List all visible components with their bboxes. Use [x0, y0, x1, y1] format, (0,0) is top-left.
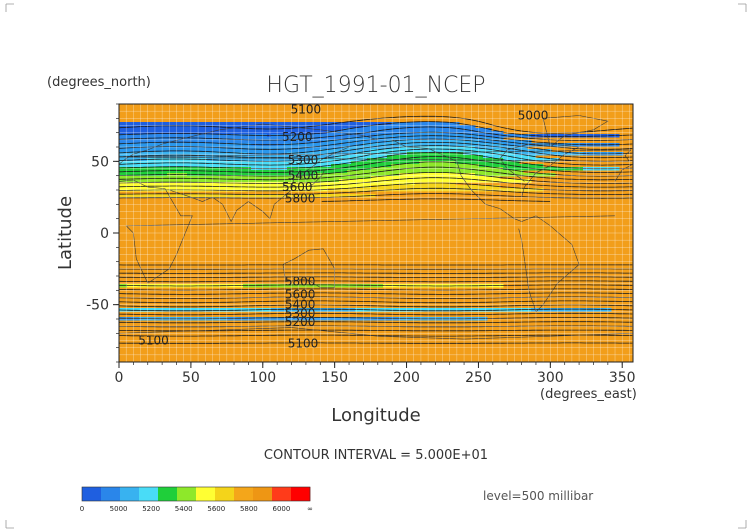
contour-labels: 5100 500052005300540056005800580056005400… [138, 103, 549, 350]
y-axis-ticks: -50 0 50 [86, 103, 119, 363]
y-tick: -50 [86, 298, 119, 314]
corner-marks [5, 3, 747, 529]
x-tick-label: 150 [321, 370, 348, 386]
x-tick: 200 [393, 362, 420, 386]
colorbar-segment [215, 487, 235, 501]
x-axis-label: Longitude [331, 405, 421, 426]
colorbar-tick-label: 5000 [110, 505, 128, 513]
colorbar-tick-label: 0 [80, 505, 84, 513]
contour-label: 5400 [285, 298, 316, 312]
x-tick-label: 250 [465, 370, 492, 386]
colorbar-tick-label: ∞ [307, 505, 313, 513]
contour-label: 5600 [285, 288, 316, 302]
colorbar-tick-label: 5200 [142, 505, 160, 513]
y-tick-label: 0 [100, 226, 109, 242]
colorbar-tick-label: 5800 [240, 505, 258, 513]
colorbar-tick-label: 5400 [175, 505, 193, 513]
colorbar-segment [139, 487, 159, 501]
x-tick: 100 [249, 362, 276, 386]
y-axis-label: Latitude [55, 196, 76, 270]
y-tick: 0 [100, 226, 119, 242]
x-tick: 300 [537, 362, 564, 386]
level-text: level=500 millibar [483, 489, 593, 503]
x-tick-label: 100 [249, 370, 276, 386]
contour-label: 5800 [285, 192, 316, 206]
x-tick: 350 [609, 362, 636, 386]
contour-label: 5100 [288, 336, 319, 350]
contour-label: 5800 [285, 275, 316, 289]
chart-title: HGT_1991-01_NCEP [266, 73, 485, 98]
colorbar-segment [291, 487, 311, 501]
contour-label: 5300 [285, 306, 316, 320]
colorbar-tick-label: 5600 [207, 505, 225, 513]
grid-lines [119, 104, 633, 362]
x-tick-label: 350 [609, 370, 636, 386]
colorbar-segment [82, 487, 102, 501]
contour-label: 5400 [288, 169, 319, 183]
contour-label: 5300 [288, 153, 319, 167]
colorbar-segment [120, 487, 140, 501]
x-tick-label: 300 [537, 370, 564, 386]
colorbar [81, 486, 311, 502]
x-tick: 50 [182, 362, 200, 386]
y-units-label: (degrees_north) [47, 75, 151, 90]
contour-label: 5100 [138, 334, 169, 348]
y-tick-label: -50 [86, 298, 109, 314]
contour-label: 5000 [518, 108, 549, 122]
colorbar-segment [158, 487, 178, 501]
colorbar-segment [234, 487, 254, 501]
x-tick: 0 [115, 362, 124, 386]
colorbar-segment [253, 487, 273, 501]
x-tick: 250 [465, 362, 492, 386]
plot-area: 5100 500052005300540056005800580056005400… [119, 103, 633, 362]
colorbar-tick-labels: 0 5000 5200 5400 5600 5800 6000 ∞ [80, 505, 313, 513]
y-tick: 50 [91, 154, 119, 170]
colorbar-segment [272, 487, 292, 501]
x-tick-label: 50 [182, 370, 200, 386]
colorbar-tick-label: 6000 [273, 505, 291, 513]
x-tick-label: 200 [393, 370, 420, 386]
contour-label: 5200 [285, 315, 316, 329]
contour-label: 5200 [282, 130, 313, 144]
contour-label: 5600 [282, 180, 313, 194]
x-tick: 150 [321, 362, 348, 386]
colorbar-segment [101, 487, 121, 501]
y-tick-label: 50 [91, 154, 109, 170]
contour-label: 5100 [291, 103, 322, 117]
x-tick-label: 0 [115, 370, 124, 386]
colorbar-segment [177, 487, 197, 501]
contour-interval-text: CONTOUR INTERVAL = 5.000E+01 [264, 448, 488, 463]
x-units-label: (degrees_east) [540, 387, 637, 402]
colorbar-segment [196, 487, 216, 501]
x-axis-ticks: 0 50 100 150 200 250 300 350 [115, 362, 636, 386]
